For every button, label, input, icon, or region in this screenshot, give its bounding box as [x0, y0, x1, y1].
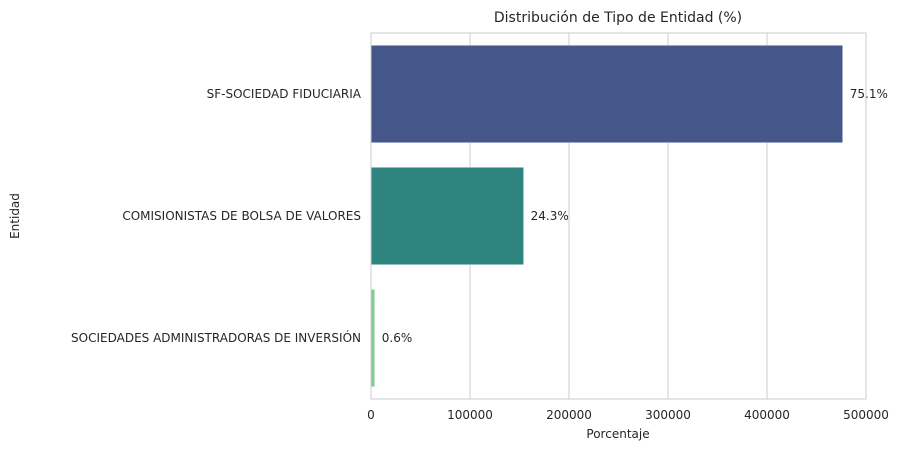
x-tick-label: 200000 [546, 408, 592, 422]
bar [370, 166, 524, 266]
plot-frame [370, 32, 867, 400]
bar-data-label: 24.3% [531, 209, 569, 223]
x-tick-label: 100000 [447, 408, 493, 422]
y-tick-label: SOCIEDADES ADMINISTRADORAS DE INVERSIÓN [71, 330, 361, 345]
x-tick-labels: 0 100000 200000 300000 400000 500000 [367, 408, 889, 422]
x-tick-label: 300000 [645, 408, 691, 422]
x-tick-label: 400000 [744, 408, 790, 422]
y-tick-label: COMISIONISTAS DE BOLSA DE VALORES [122, 209, 361, 223]
x-tick-label: 0 [367, 408, 375, 422]
bar [370, 288, 376, 388]
x-tick-label: 500000 [843, 408, 889, 422]
y-axis-label: Entidad [8, 193, 22, 239]
x-axis-label: Porcentaje [586, 427, 649, 441]
bar-data-label: 0.6% [382, 331, 413, 345]
data-labels: 75.1% 24.3% 0.6% [382, 87, 888, 345]
bars [370, 44, 843, 388]
bar [370, 44, 843, 144]
bar-data-label: 75.1% [850, 87, 888, 101]
y-tick-label: SF-SOCIEDAD FIDUCIARIA [207, 87, 362, 101]
chart-title: Distribución de Tipo de Entidad (%) [494, 10, 742, 26]
y-tick-labels: SF-SOCIEDAD FIDUCIARIA COMISIONISTAS DE B… [71, 87, 362, 345]
